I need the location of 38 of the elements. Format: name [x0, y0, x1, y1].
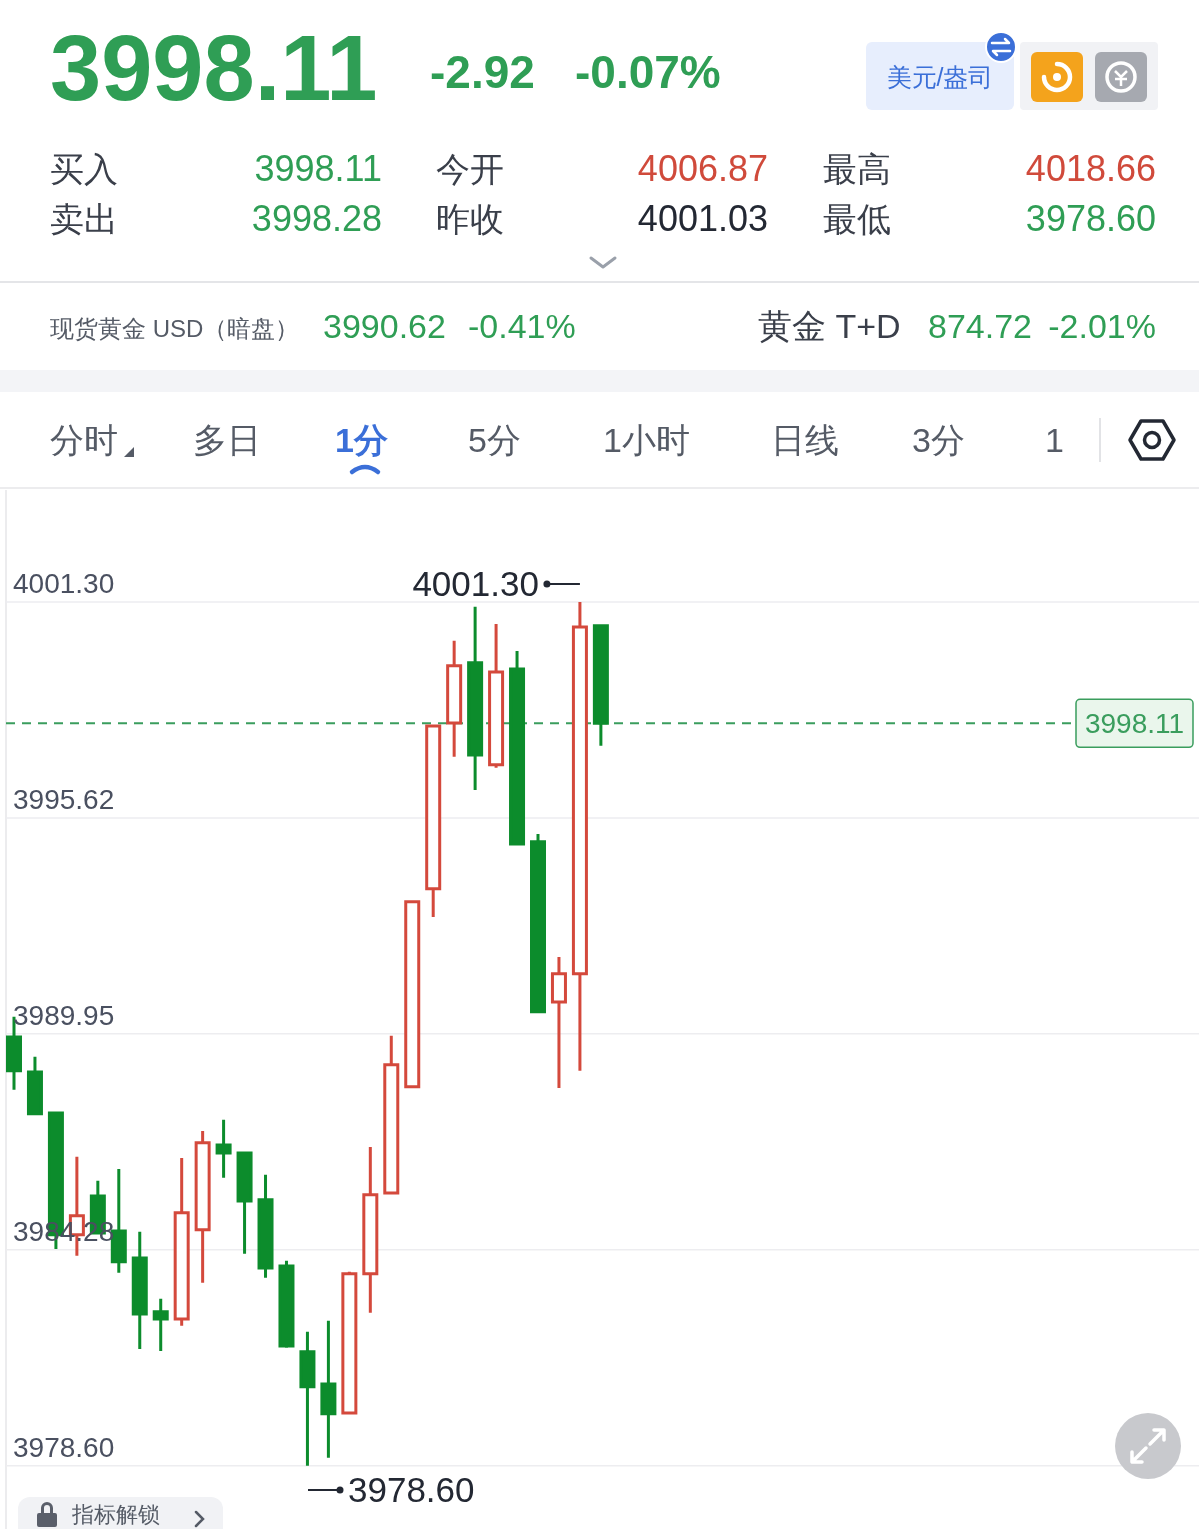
text: 3分	[912, 421, 965, 459]
text: 874.72	[928, 307, 1032, 345]
y-tick-label: 4001.30	[13, 567, 115, 599]
text: 3998.11	[254, 148, 382, 189]
y-tick-label: 3978.60	[13, 1431, 115, 1463]
text: -2.92	[430, 46, 535, 98]
text: -0.41%	[468, 307, 576, 345]
text: 日线	[771, 421, 839, 459]
text: 3990.62	[323, 307, 446, 345]
text: 卖出	[50, 200, 118, 238]
text: 1小时	[603, 421, 690, 459]
text: 买入	[50, 150, 118, 188]
text: 美元/盎司	[886, 63, 994, 91]
text: 昨收	[436, 200, 504, 238]
annotation: 4001.30	[412, 563, 539, 603]
text: -0.07%	[575, 46, 721, 98]
ref-line-label: 3998.11	[1084, 708, 1185, 740]
text: -2.01%	[1048, 307, 1156, 345]
text: 3978.60	[1025, 198, 1156, 239]
text: 最高	[823, 150, 891, 188]
annotation: 3978.60	[348, 1470, 475, 1509]
text: 现货黄金 USD（暗盘）	[50, 315, 300, 342]
text: 3998.28	[251, 198, 382, 239]
text: 分时	[50, 421, 118, 459]
annotation: 指标解锁	[71, 1502, 160, 1527]
text: 1分	[335, 421, 388, 459]
text: 3998.11	[50, 17, 378, 119]
y-tick-label: 3989.95	[13, 999, 115, 1031]
text: 最低	[823, 200, 891, 238]
text: 4006.87	[637, 148, 768, 189]
text: 5分	[468, 421, 521, 459]
text: 今开	[436, 150, 504, 188]
text: 1	[1045, 421, 1064, 459]
text: 4018.66	[1025, 148, 1156, 189]
text: 黄金 T+D	[758, 307, 901, 345]
text: 多日	[193, 421, 261, 459]
y-tick-label: 3995.62	[13, 784, 115, 816]
text: 4001.03	[637, 198, 768, 239]
